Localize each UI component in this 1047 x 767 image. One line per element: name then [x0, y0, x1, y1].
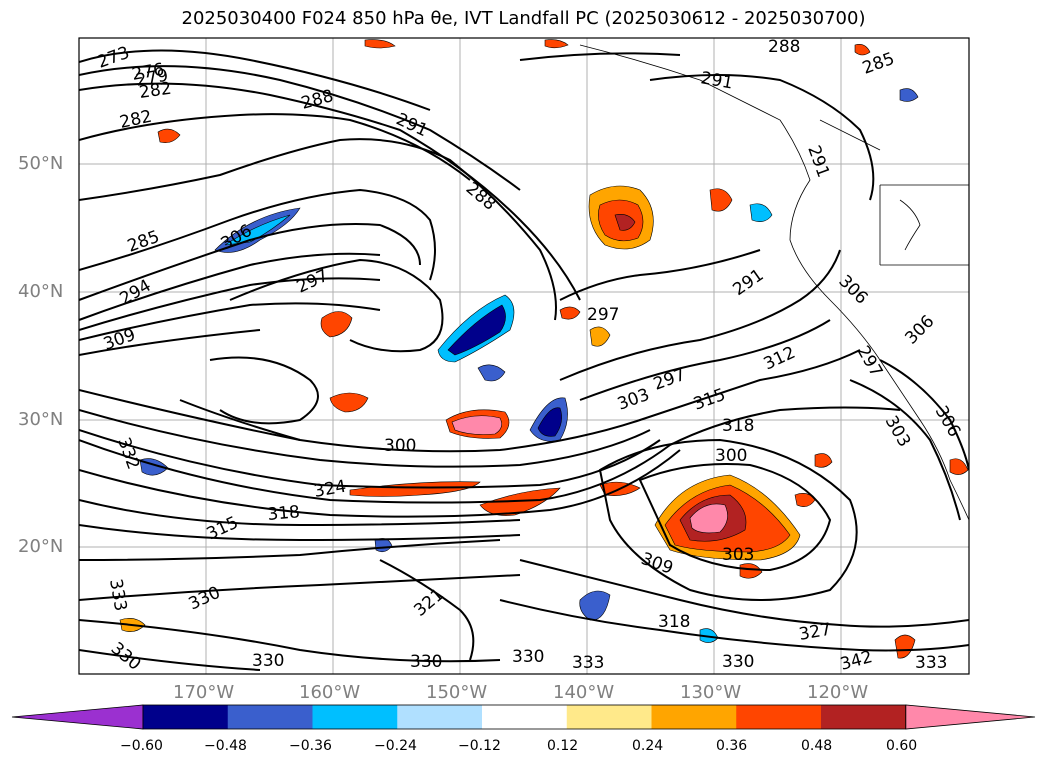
colorbar-segment: [227, 705, 313, 729]
lon-label-150w: 150°W: [426, 682, 488, 703]
contour-label: 318: [267, 502, 301, 525]
map-title: 2025030400 F024 850 hPa θe, IVT Landfall…: [181, 8, 866, 29]
colorbar-extend-low: [11, 704, 144, 730]
colorbar-tick: 0.36: [716, 738, 748, 754]
contour-label: 300: [384, 436, 416, 456]
lon-label-170w: 170°W: [173, 682, 235, 703]
theta-e-contours: [79, 49, 969, 671]
colorbar: [11, 704, 1036, 730]
lon-label-130w: 130°W: [680, 682, 742, 703]
contour-label: 333: [572, 653, 604, 673]
map-gridlines: [79, 38, 969, 674]
colorbar-tick: 0.48: [801, 738, 833, 754]
contour-label: 300: [715, 446, 747, 466]
colorbar-segment: [397, 705, 483, 729]
contour-label: 333: [915, 653, 947, 673]
colorbar-tick: −0.36: [289, 738, 332, 754]
colorbar-segment: [143, 705, 229, 729]
map-frame: [78, 37, 970, 675]
lat-label-30n: 30°N: [18, 409, 64, 430]
colorbar-tick: −0.24: [374, 738, 417, 754]
contour-label: 303: [722, 545, 754, 565]
lat-label-20n: 20°N: [18, 536, 64, 557]
colorbar-tick: 0.24: [632, 738, 664, 754]
map-background: [79, 38, 969, 674]
colorbar-tick: 0.12: [547, 738, 579, 754]
colorbar-border: [142, 704, 907, 730]
colorbar-tick: 0.60: [886, 738, 918, 754]
contour-label: 318: [722, 416, 754, 436]
colorbar-segment: [651, 705, 737, 729]
lat-label-40n: 40°N: [18, 281, 64, 302]
colorbar-tick: −0.60: [120, 738, 163, 754]
colorbar-segment: [312, 705, 398, 729]
lat-label-50n: 50°N: [18, 153, 64, 174]
lon-label-120w: 120°W: [807, 682, 869, 703]
colorbar-segment: [736, 705, 822, 729]
lon-label-140w: 140°W: [553, 682, 615, 703]
colorbar-tick: −0.12: [458, 738, 501, 754]
colorbar-tick: −0.48: [204, 738, 247, 754]
contour-label: 282: [138, 79, 173, 103]
ivt-shading: [119, 39, 969, 659]
contour-label: 330: [252, 651, 284, 671]
colorbar-segment: [482, 705, 568, 729]
colorbar-extend-high: [905, 704, 1036, 730]
lon-label-160w: 160°W: [299, 682, 361, 703]
contour-label: 288: [768, 37, 800, 57]
colorbar-segment: [821, 705, 907, 729]
contour-label: 318: [658, 612, 690, 632]
contour-label: 297: [587, 305, 619, 325]
colorbar-segment: [566, 705, 652, 729]
contour-label: 330: [410, 652, 442, 672]
coastlines: [579, 44, 969, 521]
contour-label: 330: [512, 647, 544, 667]
contour-label: 330: [722, 652, 754, 672]
